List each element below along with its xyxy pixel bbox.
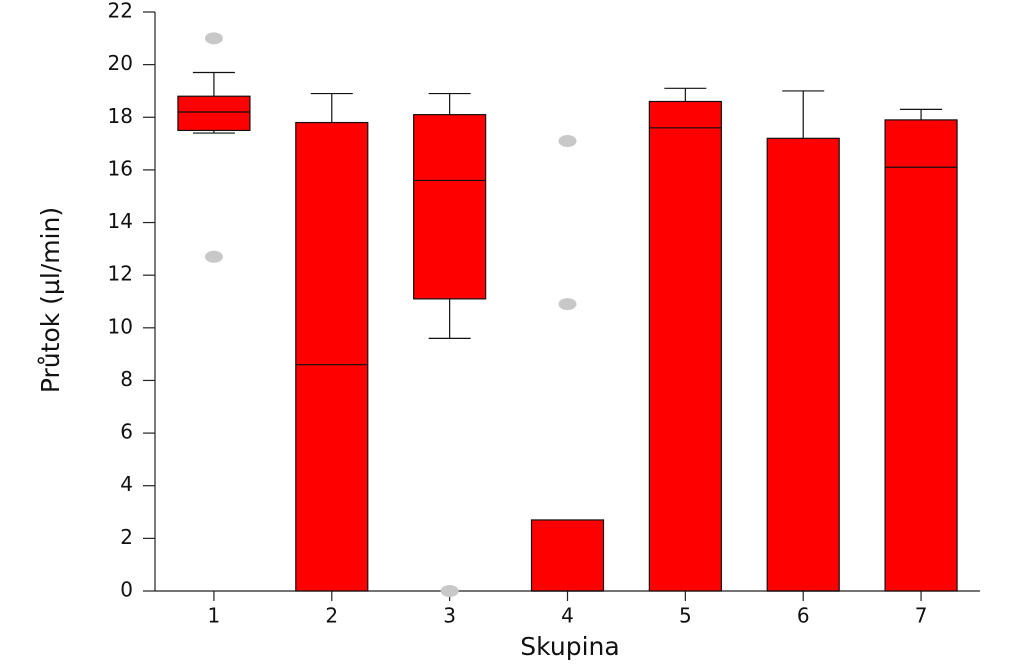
y-tick-label: 0 [120, 578, 133, 602]
x-tick-label: 4 [561, 604, 574, 628]
box [884, 119, 958, 592]
x-tick-label: 6 [797, 604, 810, 628]
y-tick-label: 8 [120, 367, 133, 391]
y-tick-label: 2 [120, 525, 133, 549]
y-tick-label: 16 [108, 156, 133, 180]
x-tick-label: 3 [443, 604, 456, 628]
y-tick-label: 12 [108, 262, 133, 286]
box [530, 519, 605, 592]
outlier [558, 134, 577, 147]
box [413, 114, 487, 300]
y-tick-label: 4 [120, 472, 133, 496]
y-tick-label: 20 [108, 51, 133, 75]
y-axis-title: Průtok (µl/min) [36, 207, 65, 393]
box [766, 137, 840, 592]
box [295, 121, 369, 592]
box [648, 100, 722, 592]
x-tick-label: 7 [915, 604, 928, 628]
x-tick-label: 5 [679, 604, 692, 628]
x-axis-title: Skupina [520, 632, 619, 661]
y-tick-label: 10 [108, 314, 133, 338]
y-tick-label: 14 [108, 209, 133, 233]
outlier [440, 585, 459, 597]
box [177, 95, 251, 132]
y-tick-label: 6 [120, 420, 133, 444]
y-tick-label: 18 [108, 104, 133, 128]
y-tick-label: 22 [108, 0, 133, 23]
outlier [204, 32, 223, 45]
outlier [558, 298, 577, 311]
x-tick-label: 1 [208, 604, 221, 628]
x-tick-label: 2 [325, 604, 338, 628]
outlier [204, 250, 223, 263]
